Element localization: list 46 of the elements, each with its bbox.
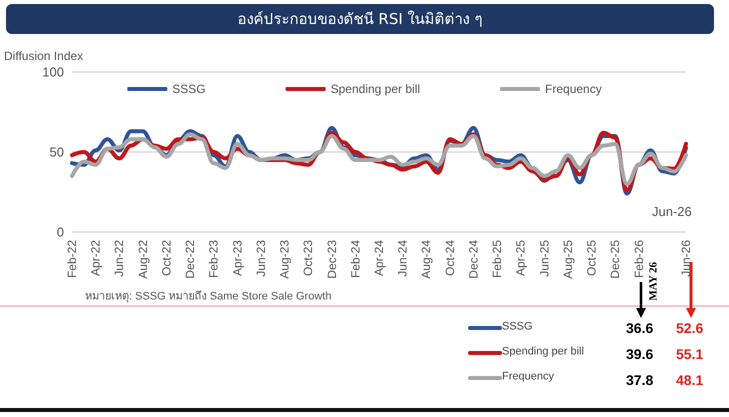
x-tick-label: Feb-25 [490, 240, 504, 278]
x-tick-label: Jun-25 [537, 240, 552, 277]
text: 48.1 [676, 372, 704, 388]
x-tick-label: Apr-25 [514, 240, 528, 276]
annotation: Jun-26 [652, 204, 692, 219]
x-tick-label: Dec-22 [183, 240, 198, 279]
y-tick-label: 100 [42, 64, 64, 80]
x-tick-label: Apr-24 [372, 240, 386, 276]
x-tick-label: Dec-24 [466, 240, 480, 279]
x-tick-label: Jun-22 [112, 240, 126, 277]
text: 39.6 [626, 346, 654, 362]
x-tick-label: Feb-22 [65, 240, 79, 278]
text: 55.1 [676, 346, 704, 362]
y-tick-label: 50 [50, 144, 64, 160]
text: MAY 26 [648, 262, 660, 301]
x-tick-label: Oct-22 [159, 240, 174, 276]
y-tick-label: 0 [56, 224, 64, 240]
y-axis-title: Diffusion Index [4, 49, 84, 63]
x-tick-label: Aug-22 [136, 240, 150, 279]
x-tick-label: Jun-24 [396, 240, 410, 277]
x-tick-label: Oct-24 [442, 240, 457, 276]
x-tick-label: Feb-26 [632, 240, 646, 278]
text: 52.6 [676, 320, 704, 336]
x-tick-label: Aug-23 [278, 240, 292, 279]
text: Spending per bill [502, 346, 584, 358]
x-tick-label: Dec-23 [324, 240, 339, 279]
legend-label: Frequency [545, 82, 602, 96]
x-tick-label: Dec-25 [608, 240, 622, 279]
x-tick-label: Jun-26 [679, 240, 693, 277]
x-tick-label: Jun-23 [254, 240, 268, 277]
x-tick-label: Apr-23 [230, 240, 244, 276]
x-tick-label: Apr-22 [88, 240, 103, 276]
text: 36.6 [626, 320, 654, 336]
x-tick-label: Feb-23 [206, 240, 221, 278]
legend-label: Spending per bill [330, 82, 420, 96]
text: SSSG [502, 320, 533, 332]
text: 37.8 [626, 372, 654, 388]
x-tick-label: Aug-24 [419, 240, 434, 279]
x-tick-label: Oct-23 [301, 240, 316, 276]
chart-title: องค์ประกอบของดัชนี RSI ในมิติต่าง ๆ [6, 4, 714, 34]
x-tick-label: Oct-25 [584, 240, 599, 276]
x-tick-label: Aug-25 [560, 240, 575, 279]
legend-label: SSSG [172, 82, 206, 96]
text: Frequency [502, 370, 554, 382]
text: หมายเหตุ: SSSG หมายถึง Same Store Sale Growth [85, 290, 332, 302]
x-tick-label: Feb-24 [348, 240, 362, 278]
